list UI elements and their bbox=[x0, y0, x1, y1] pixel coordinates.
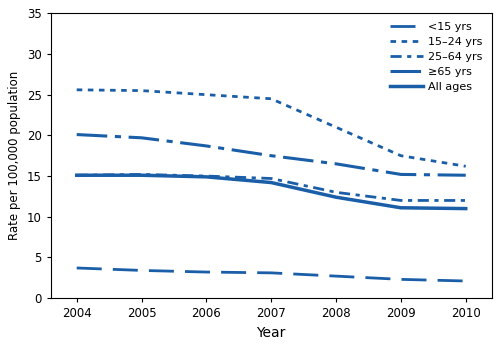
All ages bbox=[138, 173, 144, 177]
<15 yrs bbox=[398, 277, 404, 282]
<15 yrs bbox=[74, 266, 80, 270]
25–64 yrs bbox=[74, 173, 80, 177]
All ages bbox=[268, 181, 274, 185]
X-axis label: Year: Year bbox=[256, 326, 286, 340]
25–64 yrs bbox=[398, 198, 404, 203]
25–64 yrs bbox=[138, 172, 144, 176]
15–24 yrs bbox=[268, 97, 274, 101]
15–24 yrs bbox=[204, 93, 210, 97]
<15 yrs bbox=[204, 270, 210, 274]
15–24 yrs bbox=[74, 88, 80, 92]
25–64 yrs bbox=[333, 190, 339, 195]
25–64 yrs bbox=[204, 174, 210, 178]
Legend: <15 yrs, 15–24 yrs, 25–64 yrs, ≥65 yrs, All ages: <15 yrs, 15–24 yrs, 25–64 yrs, ≥65 yrs, … bbox=[386, 19, 486, 96]
≥65 yrs bbox=[398, 172, 404, 176]
All ages bbox=[204, 175, 210, 179]
15–24 yrs bbox=[333, 125, 339, 129]
<15 yrs bbox=[462, 279, 468, 283]
25–64 yrs bbox=[268, 176, 274, 181]
≥65 yrs bbox=[462, 173, 468, 177]
Line: 15–24 yrs: 15–24 yrs bbox=[76, 90, 466, 166]
Y-axis label: Rate per 100,000 population: Rate per 100,000 population bbox=[8, 71, 22, 240]
<15 yrs bbox=[268, 271, 274, 275]
<15 yrs bbox=[138, 268, 144, 272]
≥65 yrs bbox=[74, 133, 80, 137]
15–24 yrs bbox=[138, 88, 144, 93]
≥65 yrs bbox=[333, 162, 339, 166]
All ages bbox=[74, 173, 80, 177]
15–24 yrs bbox=[398, 153, 404, 158]
Line: All ages: All ages bbox=[76, 175, 466, 208]
All ages bbox=[398, 206, 404, 210]
All ages bbox=[333, 195, 339, 199]
<15 yrs bbox=[333, 274, 339, 278]
25–64 yrs bbox=[462, 198, 468, 203]
Line: 25–64 yrs: 25–64 yrs bbox=[76, 174, 466, 200]
15–24 yrs bbox=[462, 164, 468, 168]
All ages bbox=[462, 206, 468, 211]
Line: <15 yrs: <15 yrs bbox=[76, 268, 466, 281]
≥65 yrs bbox=[204, 144, 210, 148]
Line: ≥65 yrs: ≥65 yrs bbox=[76, 135, 466, 175]
≥65 yrs bbox=[138, 136, 144, 140]
≥65 yrs bbox=[268, 153, 274, 158]
